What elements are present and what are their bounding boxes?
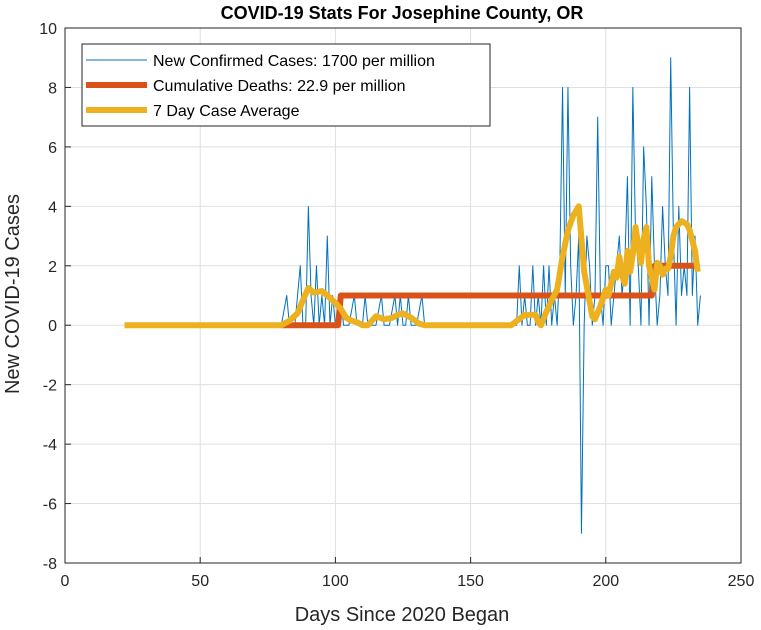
x-tick-label: 100 [322, 573, 349, 590]
y-tick-label: 6 [48, 140, 57, 157]
x-axis-title: Days Since 2020 Began [295, 604, 510, 626]
x-tick-label: 50 [191, 573, 209, 590]
case-average-line [124, 203, 701, 329]
x-tick-label: 0 [61, 573, 70, 590]
y-tick-label: -6 [43, 497, 57, 514]
y-tick-label: 8 [48, 80, 57, 97]
x-tick-label: 200 [592, 573, 619, 590]
y-tick-label: -8 [43, 556, 57, 573]
chart-title: COVID-19 Stats For Josephine County, OR [221, 3, 584, 23]
y-tick-label: 10 [39, 21, 57, 38]
legend: New Confirmed Cases: 1700 per million Cum… [81, 43, 491, 127]
legend-item-case-average-label: 7 Day Case Average [153, 103, 300, 120]
y-tick-label: 4 [48, 199, 57, 216]
y-tick-label: -4 [43, 437, 57, 454]
x-tick-label: 250 [728, 573, 755, 590]
y-tick-label: 2 [48, 259, 57, 276]
y-tick-label: -2 [43, 378, 57, 395]
legend-box [81, 43, 491, 127]
legend-item-cumulative-deaths-label: Cumulative Deaths: 22.9 per million [153, 78, 406, 95]
ticks: 0 50 100 150 200 250 -8 -6 -4 -2 0 2 4 6 8 10 [39, 21, 754, 590]
x-tick-label: 150 [457, 573, 484, 590]
plot-frame [64, 27, 742, 564]
y-axis-title: New COVID-19 Cases [2, 194, 24, 394]
legend-item-new-cases-label: New Confirmed Cases: 1700 per million [153, 53, 435, 70]
series-layer [124, 57, 701, 534]
y-tick-label: 0 [48, 318, 57, 335]
